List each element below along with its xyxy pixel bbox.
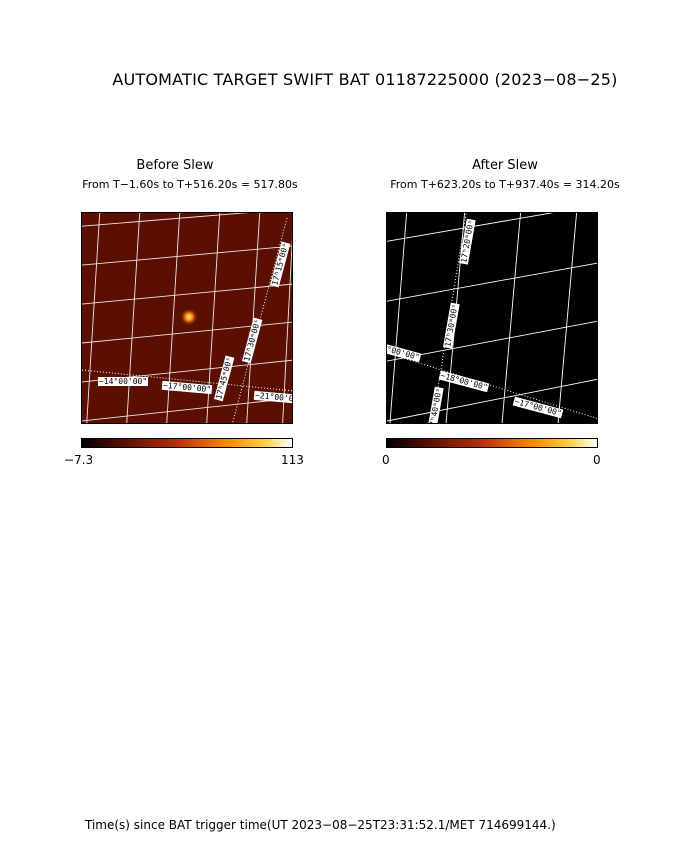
before-slew-image: −14°00'00" −17°00'00" −21°00'00" 17ʰ45ᵐ0…	[81, 212, 293, 424]
after-slew-grid	[387, 213, 597, 423]
footer-trigger-time: Time(s) since BAT trigger time(UT 2023−0…	[85, 818, 556, 832]
before-colorbar-min: −7.3	[64, 453, 94, 467]
before-colorbar	[81, 438, 293, 448]
after-slew-title: After Slew	[472, 158, 538, 173]
after-colorbar	[386, 438, 598, 448]
after-slew-image: −16°00'00" −18°00'00" −17°00'00" 17ʰ40ᵐ0…	[386, 212, 598, 424]
before-colorbar-max: 113	[281, 453, 304, 467]
page-title: AUTOMATIC TARGET SWIFT BAT 01187225000 (…	[112, 70, 618, 89]
before-slew-title: Before Slew	[136, 158, 214, 173]
before-slew-subtitle: From T−1.60s to T+516.20s = 517.80s	[82, 178, 298, 191]
after-colorbar-min: 0	[382, 453, 390, 467]
after-colorbar-max: 0	[593, 453, 601, 467]
grid-label: −14°00'00"	[98, 377, 149, 386]
after-slew-subtitle: From T+623.20s to T+937.40s = 314.20s	[390, 178, 620, 191]
